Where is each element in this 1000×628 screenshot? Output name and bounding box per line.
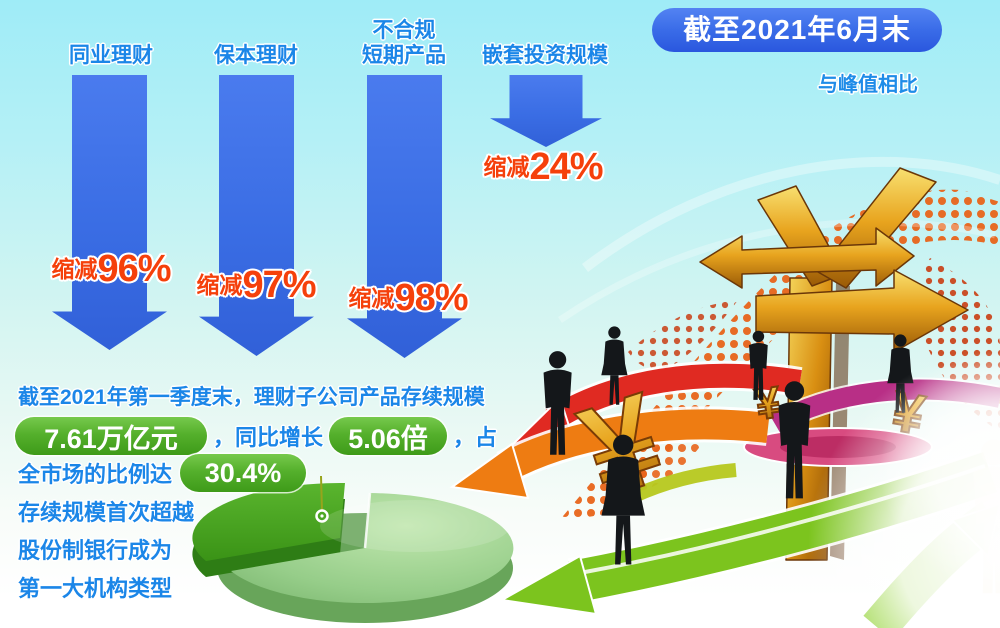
arrow-label-baoben: 保本理财 bbox=[214, 44, 298, 67]
reduction-prefix: 缩减 bbox=[51, 256, 98, 282]
reduction-value-qiantao: 缩减24% bbox=[458, 146, 628, 189]
callout-marker-dot bbox=[320, 514, 324, 518]
footnote-line: 股份制银行成为 bbox=[18, 538, 173, 563]
reduction-prefix: 缩减 bbox=[196, 272, 243, 298]
arrow-label-tongye: 同业理财 bbox=[69, 44, 153, 67]
summary-mid2: ，占 bbox=[453, 425, 498, 450]
pie-highlight-sheen bbox=[320, 500, 510, 552]
footnote: 存续规模首次超越 股份制银行成为 第一大机构类型 bbox=[18, 494, 194, 608]
pie-chart bbox=[192, 475, 514, 623]
arrow-label-line2: 短期产品 bbox=[362, 44, 446, 67]
subtitle: 与峰值相比 bbox=[818, 74, 918, 96]
pie-slice-main bbox=[231, 493, 514, 603]
reduction-number: 98% bbox=[394, 277, 468, 319]
pie-notch-edge bbox=[363, 492, 372, 549]
summary-mid1: ，同比增长 bbox=[213, 425, 324, 450]
title-badge: 截至2021年6月末 bbox=[652, 8, 942, 52]
reduction-prefix: 缩减 bbox=[483, 154, 530, 180]
summary-line2: 7.61万亿元 ，同比增长 5.06倍 ，占 bbox=[15, 417, 497, 455]
light-glow bbox=[808, 348, 1000, 628]
callout-marker bbox=[315, 509, 329, 523]
arrow-label-buhegui: 不合规 短期产品 bbox=[324, 18, 484, 68]
arrow-label-line1: 不合规 bbox=[372, 19, 436, 42]
reduction-value-buhegui: 缩减98% bbox=[323, 277, 493, 320]
summary-line3-label: 全市场的比例达 bbox=[18, 462, 173, 487]
summary-line3: 全市场的比例达 30.4% bbox=[18, 454, 307, 492]
stat-pill-share: 30.4% bbox=[180, 454, 307, 492]
summary-intro: 截至2021年第一季度末，理财子公司产品存续规模 bbox=[18, 386, 485, 409]
reduction-number: 24% bbox=[529, 146, 603, 188]
arrow-label-qiantao: 嵌套投资规模 bbox=[482, 44, 608, 67]
callout-line bbox=[320, 475, 323, 512]
stat-pill-growth: 5.06倍 bbox=[329, 417, 448, 455]
reduction-value-baoben: 缩减97% bbox=[171, 264, 341, 307]
pie-slice-highlight bbox=[192, 482, 345, 561]
reduction-value-tongye: 缩减96% bbox=[26, 248, 196, 291]
reduction-prefix: 缩减 bbox=[348, 285, 395, 311]
reduction-number: 96% bbox=[97, 248, 171, 290]
stat-pill-scale: 7.61万亿元 bbox=[15, 417, 207, 455]
footnote-line: 第一大机构类型 bbox=[18, 576, 173, 601]
reduction-number: 97% bbox=[242, 264, 316, 306]
footnote-line: 存续规模首次超越 bbox=[18, 500, 195, 525]
